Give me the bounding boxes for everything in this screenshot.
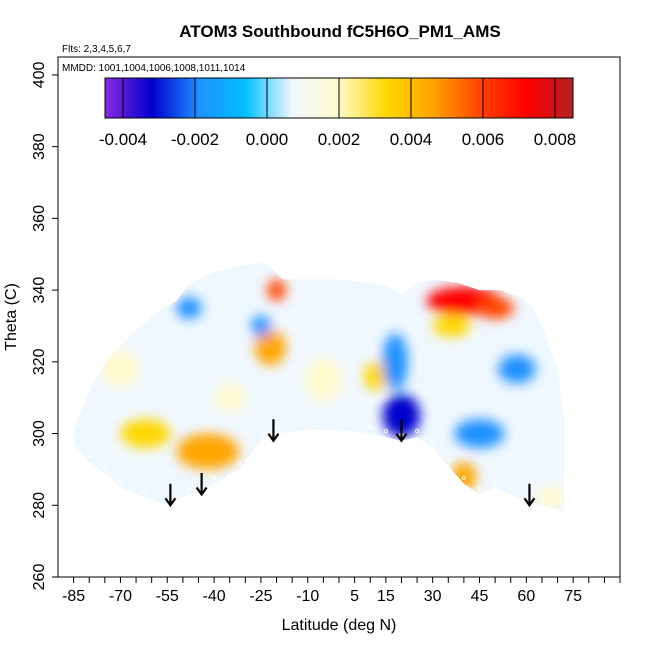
heatmap-feature (535, 487, 564, 509)
sample-point (143, 490, 148, 495)
arrows (164, 419, 536, 508)
sample-point (305, 421, 310, 426)
heatmap-feature (176, 433, 240, 470)
x-tick-label: 75 (564, 588, 582, 605)
heatmap-feature (498, 354, 536, 384)
arrow-marker (523, 483, 536, 508)
colorbar-tick-label: 0.008 (534, 130, 577, 149)
sample-point (561, 504, 564, 509)
colorbar-tick-label: -0.004 (99, 130, 147, 149)
heatmap-feature (363, 361, 389, 391)
sample-point (274, 425, 279, 430)
heatmap-feature (101, 351, 140, 387)
arrow-head (523, 497, 536, 508)
x-axis-label: Latitude (deg N) (282, 617, 397, 634)
heatmap-blobs (101, 279, 564, 509)
sample-point (87, 454, 92, 459)
x-tick-label: -25 (249, 588, 272, 605)
sample-point (524, 493, 529, 498)
arrow-head (164, 497, 177, 508)
heatmap-feature (214, 383, 246, 413)
heatmap-feature (267, 279, 286, 301)
sample-point (368, 425, 373, 430)
y-tick-label: 320 (31, 348, 48, 375)
sample-point (508, 486, 513, 491)
y-tick-label: 300 (31, 420, 48, 447)
x-tick-label: -70 (109, 588, 132, 605)
sample-point (102, 464, 107, 469)
heatmap-feature (432, 315, 471, 337)
x-tick-label: -55 (156, 588, 179, 605)
x-tick-label: 5 (350, 588, 359, 605)
y-tick-label: 260 (31, 564, 48, 591)
colorbar-tick-label: 0.004 (390, 130, 433, 149)
arrow-head (267, 433, 280, 443)
sample-point (262, 429, 267, 434)
y-axis: 260 280 300 320 340 360 380 400 (31, 61, 58, 590)
sample-points (73, 421, 564, 509)
arrow-marker (395, 419, 408, 443)
sample-point (477, 486, 482, 491)
arrow-marker (267, 419, 280, 443)
heatmap-feature (176, 297, 202, 319)
x-tick-label: 45 (471, 588, 489, 605)
sample-point (212, 475, 217, 480)
y-axis-label: Theta (C) (3, 283, 20, 351)
sample-point (237, 461, 242, 466)
sample-point (383, 429, 388, 434)
x-tick-label: 15 (377, 588, 395, 605)
heatmap-feature (476, 297, 514, 319)
colorbar-tick-label: 0.002 (318, 130, 361, 149)
sample-point (187, 486, 192, 491)
colorbar-tick-label: -0.002 (171, 130, 219, 149)
sample-point (539, 497, 544, 502)
heatmap-feature (251, 315, 271, 337)
x-axis: -85 -70 -55 -40 -25 -10 5 15 30 45 60 75 (62, 577, 621, 605)
y-tick-label: 280 (31, 492, 48, 519)
chart-title: ATOM3 Southbound fC5H6O_PM1_AMS (179, 22, 500, 41)
dates-note: MMDD: 1001,1004,1006,1008,1011,1014 (62, 63, 246, 74)
arrow-head (195, 486, 208, 497)
heatmap-feature (254, 329, 286, 366)
sample-point (73, 436, 76, 441)
x-tick-label: 60 (517, 588, 535, 605)
colorbar-ticks: -0.004 -0.002 0.000 0.002 0.004 0.006 0.008 (99, 78, 576, 149)
x-tick-label: -85 (62, 588, 85, 605)
colorbar: -0.004 -0.002 0.000 0.002 0.004 0.006 0.008 (99, 77, 576, 149)
arrow-marker (164, 483, 177, 508)
heatmap-feature (382, 394, 421, 438)
heatmap-feature (454, 419, 505, 448)
sample-point (461, 475, 466, 480)
flights-note: Flts: 2,3,4,5,6,7 (62, 44, 131, 55)
arrow-marker (195, 473, 208, 497)
y-tick-label: 400 (31, 61, 48, 88)
heatmap-feature (120, 419, 171, 448)
sample-point (118, 479, 123, 484)
sample-point (336, 421, 341, 426)
y-tick-label: 340 (31, 277, 48, 304)
sample-point (430, 439, 435, 444)
heatmap-feature (382, 333, 408, 391)
y-tick-label: 360 (31, 205, 48, 232)
colorbar-tick-label: 0.006 (462, 130, 505, 149)
sample-point (446, 457, 451, 462)
x-tick-label: -40 (203, 588, 226, 605)
x-tick-label: 30 (424, 588, 442, 605)
sample-point (493, 479, 498, 484)
sample-point (415, 429, 420, 434)
heatmap-feature (304, 358, 343, 402)
x-tick-label: -10 (296, 588, 319, 605)
y-tick-label: 380 (31, 133, 48, 160)
arrow-head (395, 433, 408, 443)
colorbar-tick-label: 0.000 (246, 130, 289, 149)
